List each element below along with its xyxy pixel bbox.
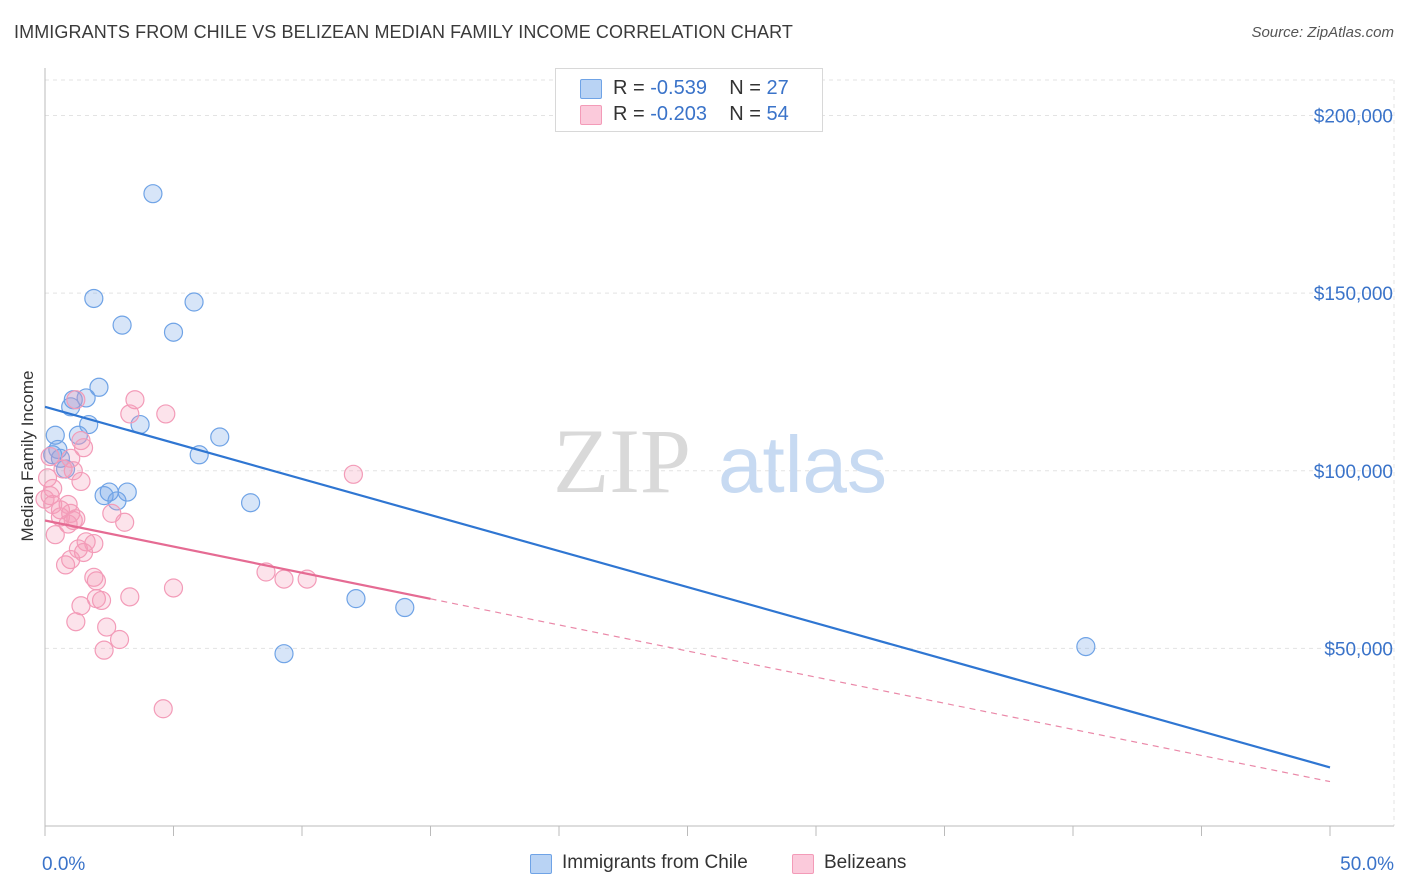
point-chile-21 [94,486,114,506]
watermark: ZIP atlas [553,410,887,512]
point-belizeans-45 [94,640,114,660]
point-belizeans-40 [91,590,112,611]
watermark-atlas: atlas [718,420,887,509]
point-chile-0 [143,184,163,204]
point-belizeans-1 [125,390,145,410]
point-chile-25 [395,597,415,618]
y-tick-label-3: $200,000 [1314,107,1393,128]
point-belizeans-7 [61,448,81,468]
point-belizeans-41 [71,596,91,616]
point-belizeans-12 [71,471,91,492]
point-belizeans-25 [45,525,65,545]
point-belizeans-10 [343,464,363,484]
stats-row-chile: R = -0.539 N = 27 [556,77,822,101]
point-belizeans-5 [73,438,94,458]
point-belizeans-44 [109,629,130,650]
stats-legend: R = -0.539 N = 27 R = -0.203 N = 54 [555,68,823,132]
chart-source: Source: ZipAtlas.com [1251,24,1394,41]
r-value-chile: -0.539 [650,77,707,99]
point-chile-5 [89,377,109,397]
y-tick-label-2: $150,000 [1314,284,1393,305]
point-belizeans-6 [40,446,60,467]
n-value-belizeans: 54 [766,103,789,125]
r-value-belizeans: -0.203 [650,103,707,125]
r-label: R = [613,77,645,99]
legend-label-chile: Immigrants from Chile [562,852,748,873]
point-belizeans-3 [156,404,176,424]
point-belizeans-32 [256,562,276,582]
n-value-chile: 27 [766,77,789,99]
point-belizeans-31 [55,555,76,575]
point-chile-22 [107,491,127,511]
series-belizeans-points [35,390,363,719]
watermark-zip: ZIP [553,410,691,512]
point-belizeans-46 [58,494,78,515]
n-label: N = [729,103,761,125]
trend-line-belizeans [44,519,431,600]
point-belizeans-33 [84,567,104,587]
point-belizeans-42 [97,617,117,637]
point-belizeans-30 [61,549,81,570]
point-chile-11 [45,425,65,445]
point-belizeans-34 [274,569,294,589]
axes [44,68,1394,836]
point-belizeans-38 [120,587,140,607]
y-tick-label-1: $100,000 [1314,462,1393,483]
legend-swatch-chile [530,854,552,874]
point-belizeans-2 [120,404,140,424]
n-label: N = [729,77,761,99]
point-chile-26 [274,644,294,664]
legend-label-belizeans: Belizeans [824,852,907,873]
y-tick-label-0: $50,000 [1324,639,1393,660]
point-belizeans-37 [163,578,184,598]
trend-line-belizeans-extension [430,598,1331,783]
point-belizeans-0 [66,390,86,410]
point-chile-2 [184,292,204,312]
swatch-belizeans [580,105,602,125]
legend-swatch-belizeans [792,854,814,874]
point-chile-12 [68,425,89,445]
point-chile-4 [163,322,184,342]
point-belizeans-28 [68,539,89,559]
swatch-chile [580,79,602,99]
trend-lines [44,405,1331,783]
point-chile-13 [210,427,230,447]
chart-title: IMMIGRANTS FROM CHILE VS BELIZEAN MEDIAN… [14,22,793,42]
point-chile-23 [241,493,261,513]
point-chile-1 [84,288,104,309]
trend-line-chile [44,405,1331,769]
point-belizeans-43 [66,612,86,632]
point-belizeans-9 [53,459,73,479]
point-belizeans-47 [153,699,173,719]
bottom-legend: Immigrants from Chile Belizeans [0,852,1406,876]
point-chile-24 [346,589,366,609]
point-belizeans-36 [86,571,107,591]
r-label: R = [613,103,645,125]
point-belizeans-23 [115,512,135,532]
x-tick-label-min: 0.0% [42,854,85,875]
stats-row-belizeans: R = -0.203 N = 54 [556,103,822,127]
x-tick-label-max: 50.0% [1340,854,1394,875]
tick-labels: $50,000 $100,000 $150,000 $200,000 0.0% 50.0% [42,107,1394,875]
point-chile-3 [112,315,132,335]
point-chile-27 [1076,637,1096,657]
